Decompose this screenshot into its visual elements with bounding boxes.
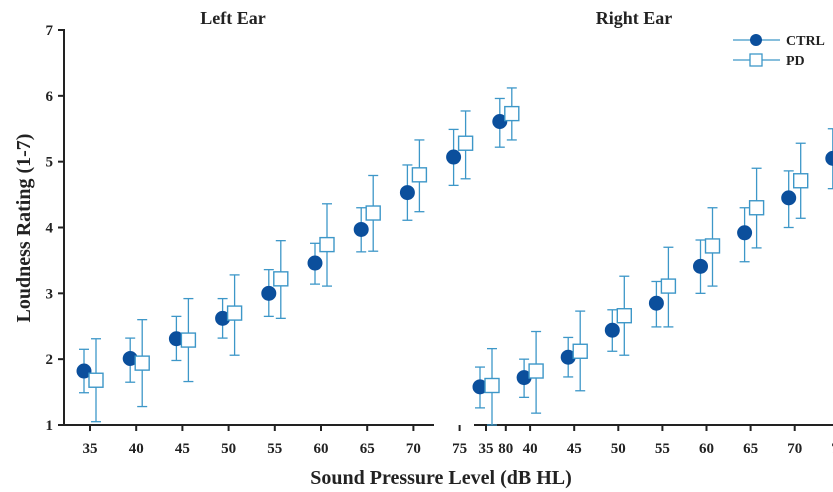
y-tick-label: 7 (46, 23, 54, 39)
x-tick-label: 50 (611, 441, 626, 457)
pd-point (457, 135, 474, 151)
x-tick-label: 40 (129, 441, 144, 457)
ctrl-point (825, 150, 833, 166)
x-tick-label: 70 (406, 441, 421, 457)
pd-point (572, 343, 588, 359)
ctrl-point (737, 225, 753, 241)
ctrl-point (446, 149, 462, 165)
pd-point (88, 372, 104, 388)
panel-2: Right Ear 35 40 45 50 55 60 65 70 75 80 (472, 8, 833, 457)
ctrl-point (76, 363, 92, 379)
x-tick-label: 35 (479, 441, 494, 457)
ctrl-point (353, 221, 369, 237)
pd-point (793, 173, 809, 189)
pd-point (528, 363, 544, 379)
x-tick-label: 40 (523, 441, 538, 457)
ctrl-point (307, 255, 323, 271)
pd-point (660, 278, 677, 294)
x-tick-label: 45 (567, 441, 582, 457)
legend-square-marker (749, 53, 763, 67)
x-tick-label: 35 (83, 441, 98, 457)
x-axis-label: Sound Pressure Level (dB HL) (310, 467, 572, 489)
x-tick-label: 75 (452, 441, 467, 457)
pd-point (134, 355, 150, 371)
series-pd (484, 142, 809, 426)
x-tick-label: 55 (655, 441, 670, 457)
legend-entry-ctrl: CTRL (733, 34, 825, 49)
ctrl-point (604, 322, 620, 338)
legend-label: PD (786, 54, 805, 69)
pd-point (273, 271, 289, 287)
y-tick-label: 5 (46, 155, 54, 171)
ctrl-point (693, 258, 708, 274)
legend-entry-pd: PD (733, 53, 805, 69)
ctrl-point (399, 185, 415, 201)
pd-point (411, 167, 428, 183)
series-ctrl (76, 97, 508, 394)
x-tick-label: 80 (498, 441, 513, 457)
y-tick-label: 1 (46, 418, 54, 434)
y-tick-label: 2 (46, 352, 54, 368)
x-tick-label: 50 (221, 441, 236, 457)
x-tick-label: 55 (267, 441, 282, 457)
y-tick-label: 4 (46, 221, 54, 237)
ctrl-point (261, 285, 277, 301)
x-tick-label: 60 (699, 441, 714, 457)
ctrl-point (781, 190, 797, 206)
ctrl-point (492, 114, 508, 130)
legend-circle-marker (750, 34, 762, 46)
series-pd (88, 87, 520, 423)
x-tick-label: 45 (175, 441, 190, 457)
pd-point (748, 200, 765, 216)
panel-title: Left Ear (200, 8, 265, 28)
legend: CTRL PD (733, 34, 825, 69)
pd-point (616, 308, 632, 324)
x-tick-label: 60 (314, 441, 329, 457)
legend-label: CTRL (786, 34, 825, 49)
y-tick-label: 3 (46, 286, 54, 302)
pd-point (484, 377, 500, 394)
y-tick-label: 6 (46, 89, 54, 105)
pd-point (504, 105, 520, 122)
series-ctrl (472, 128, 833, 409)
panel-title: Right Ear (596, 8, 673, 28)
x-tick-label: 70 (787, 441, 802, 457)
x-tick-label: 65 (743, 441, 758, 457)
ctrl-point (648, 295, 664, 311)
pd-point (319, 236, 335, 253)
pd-point (180, 332, 197, 348)
x-tick-label: 75 (831, 441, 833, 457)
pd-point (365, 205, 381, 221)
y-axis-label: Loudness Rating (1-7) (13, 134, 35, 323)
x-tick-label: 65 (360, 441, 375, 457)
pd-point (226, 305, 243, 321)
pd-point (704, 238, 721, 254)
